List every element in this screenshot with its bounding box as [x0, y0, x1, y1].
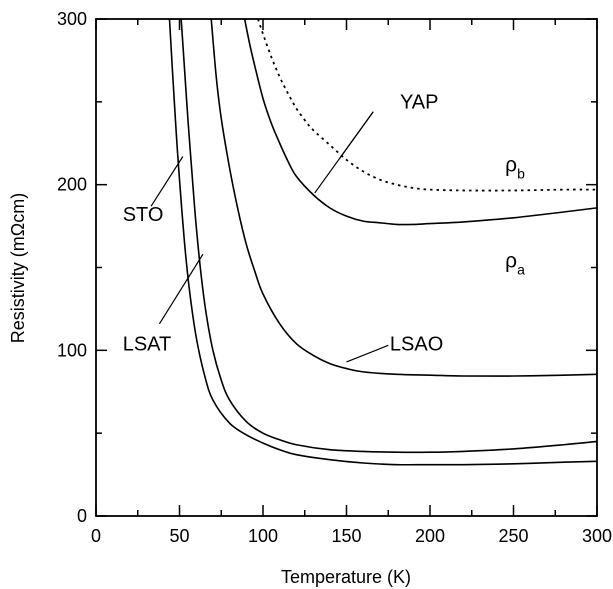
x-tick-label: 300 [582, 526, 612, 546]
annotation-lsat: LSAT [123, 333, 172, 355]
rho-subscript: b [517, 165, 525, 181]
rho-label-a: ρa [505, 250, 525, 278]
y-tick-label: 200 [57, 175, 87, 195]
curves-layer [168, 18, 598, 466]
y-axis-title: Resistivity (mΩcm) [8, 193, 28, 343]
y-tick-label: 0 [77, 506, 87, 526]
y-tick-label: 300 [57, 9, 87, 29]
series-line-yap-rhob [257, 18, 598, 192]
x-tick-label: 250 [498, 526, 528, 546]
leader-line-4 [158, 253, 204, 325]
series-line-yap-rhoa [243, 18, 598, 226]
x-tick-label: 0 [91, 526, 101, 546]
x-tick-label: 150 [331, 526, 361, 546]
leader-line-2 [339, 111, 374, 159]
rho-subscript: a [517, 262, 525, 278]
rho-symbol: ρ [505, 153, 517, 176]
annotation-lsao: LSAO [390, 333, 443, 355]
leader-line-5 [346, 344, 389, 363]
rho-label-b: ρb [505, 153, 525, 181]
x-axis-title: Temperature (K) [281, 567, 411, 587]
x-tick-label: 50 [169, 526, 189, 546]
x-tick-label: 200 [415, 526, 445, 546]
series-line-sto [168, 18, 598, 466]
ticks-layer [95, 18, 598, 517]
series-line-lsao [210, 18, 598, 377]
rho-symbol: ρ [505, 250, 517, 273]
annotation-yap: YAP [400, 91, 439, 113]
x-tick-label: 100 [248, 526, 278, 546]
leader-lines-layer [150, 111, 389, 363]
series-line-lsat [180, 18, 598, 454]
annotation-sto: STO [123, 204, 164, 226]
y-tick-label: 100 [57, 340, 87, 360]
leader-line-3 [150, 156, 184, 207]
tick-labels-layer: 0 50 100 150 200 250 300 0 100 200 300 [57, 9, 612, 546]
